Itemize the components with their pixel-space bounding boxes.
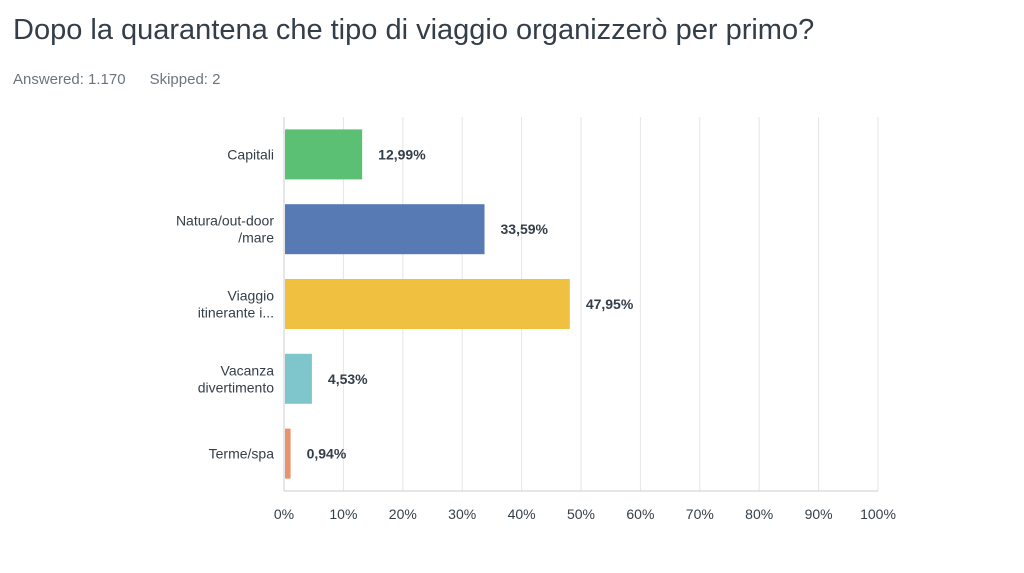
bar bbox=[285, 279, 570, 329]
bar bbox=[285, 353, 312, 404]
bar bbox=[285, 204, 485, 255]
category-label: Viaggio bbox=[228, 288, 275, 304]
answered-count: Answered: 1.170 bbox=[13, 71, 126, 88]
x-tick-label: 90% bbox=[805, 506, 833, 522]
category-label: Vacanza bbox=[221, 362, 275, 378]
category-label: /mare bbox=[238, 230, 274, 246]
category-label: Capitali bbox=[227, 146, 274, 162]
x-tick-label: 0% bbox=[274, 506, 294, 522]
x-tick-label: 10% bbox=[329, 506, 357, 522]
x-tick-label: 60% bbox=[626, 506, 654, 522]
data-label: 33,59% bbox=[501, 221, 549, 237]
data-label: 0,94% bbox=[307, 446, 347, 462]
bar bbox=[285, 129, 363, 180]
x-tick-label: 30% bbox=[448, 506, 476, 522]
response-stats: Answered: 1.170 Skipped: 2 bbox=[13, 71, 220, 88]
skipped-count: Skipped: 2 bbox=[149, 71, 221, 88]
data-label: 47,95% bbox=[586, 296, 634, 312]
x-tick-label: 80% bbox=[745, 506, 773, 522]
x-tick-label: 20% bbox=[389, 506, 417, 522]
bar bbox=[285, 428, 291, 479]
category-label: Terme/spa bbox=[209, 446, 275, 462]
x-tick-label: 50% bbox=[567, 506, 595, 522]
x-tick-label: 70% bbox=[686, 506, 714, 522]
page-title: Dopo la quarantena che tipo di viaggio o… bbox=[13, 14, 815, 46]
category-label: Natura/out-door bbox=[176, 213, 274, 229]
x-tick-label: 100% bbox=[860, 506, 896, 522]
category-label: itinerante i... bbox=[198, 305, 274, 321]
data-label: 4,53% bbox=[328, 371, 368, 387]
category-label: divertimento bbox=[198, 379, 274, 395]
x-tick-label: 40% bbox=[508, 506, 536, 522]
data-label: 12,99% bbox=[378, 146, 426, 162]
